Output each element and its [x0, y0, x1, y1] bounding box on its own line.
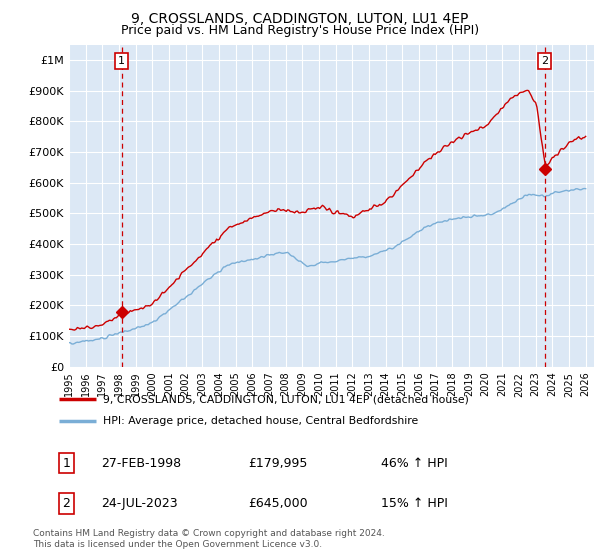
Text: Price paid vs. HM Land Registry's House Price Index (HPI): Price paid vs. HM Land Registry's House …: [121, 24, 479, 36]
Text: 24-JUL-2023: 24-JUL-2023: [101, 497, 178, 510]
Text: Contains HM Land Registry data © Crown copyright and database right 2024.
This d: Contains HM Land Registry data © Crown c…: [33, 529, 385, 549]
Text: 2: 2: [62, 497, 70, 510]
Text: 46% ↑ HPI: 46% ↑ HPI: [380, 456, 448, 470]
Text: £179,995: £179,995: [248, 456, 308, 470]
Text: 1: 1: [118, 56, 125, 66]
Text: 2: 2: [541, 56, 548, 66]
Text: 1: 1: [62, 456, 70, 470]
Text: £645,000: £645,000: [248, 497, 308, 510]
Text: HPI: Average price, detached house, Central Bedfordshire: HPI: Average price, detached house, Cent…: [103, 416, 419, 426]
Text: 15% ↑ HPI: 15% ↑ HPI: [380, 497, 448, 510]
Text: 27-FEB-1998: 27-FEB-1998: [101, 456, 181, 470]
Text: 9, CROSSLANDS, CADDINGTON, LUTON, LU1 4EP (detached house): 9, CROSSLANDS, CADDINGTON, LUTON, LU1 4E…: [103, 394, 469, 404]
Text: 9, CROSSLANDS, CADDINGTON, LUTON, LU1 4EP: 9, CROSSLANDS, CADDINGTON, LUTON, LU1 4E…: [131, 12, 469, 26]
